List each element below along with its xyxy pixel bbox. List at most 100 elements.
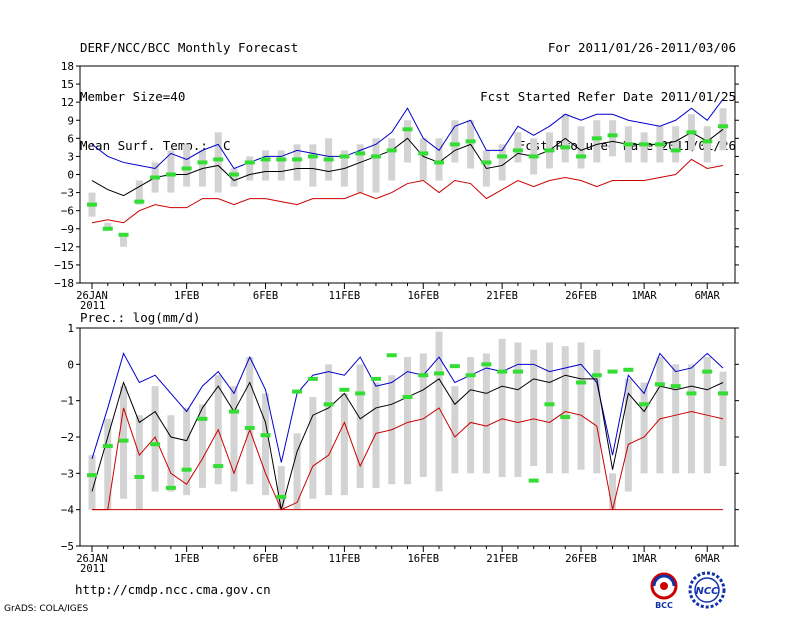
prec-spread-box <box>672 364 680 474</box>
prec-obs-mark <box>197 416 208 421</box>
temp-y-tick-label: 18 <box>61 60 74 73</box>
temp-obs-mark <box>276 157 287 162</box>
temp-obs-mark <box>465 139 476 144</box>
temp-spread-box <box>372 138 380 193</box>
temp-min-series <box>91 158 724 224</box>
temp-spread-box <box>640 132 648 163</box>
temp-x-tick-label: 21FEB <box>486 290 518 302</box>
prec-obs-mark <box>528 478 539 483</box>
prec-obs-mark <box>307 376 318 381</box>
temp-y-tick-label: 15 <box>61 78 74 91</box>
temp-spread-box <box>404 120 411 163</box>
prec-y-tick-label: −4 <box>61 504 75 517</box>
prec-y-tick-label: −2 <box>61 431 74 444</box>
prec-spread-box <box>609 473 617 510</box>
temp-obs-mark <box>702 139 713 144</box>
temp-spread-box <box>246 156 254 181</box>
prec-obs-mark <box>181 467 192 472</box>
temp-spread-box <box>214 132 222 193</box>
prec-chart-title: Prec.: log(mm/d) <box>80 310 200 325</box>
ncc-logo-text: NCC <box>695 586 719 597</box>
prec-spread-box <box>530 349 538 467</box>
prec-spread-box <box>340 393 348 496</box>
temp-obs-mark <box>323 157 334 162</box>
temp-obs-mark <box>576 154 587 159</box>
prec-spread-box <box>88 455 96 510</box>
prec-obs-mark <box>497 369 508 374</box>
temp-spread-box <box>451 120 459 163</box>
temp-obs-mark <box>244 160 255 165</box>
prec-obs-mark <box>576 380 587 385</box>
prec-obs-mark <box>260 433 271 438</box>
temp-spread-box <box>262 150 270 181</box>
prec-x-tick-label: 26FEB <box>565 553 597 565</box>
prec-obs-mark <box>434 371 445 376</box>
prec-obs-mark <box>702 369 713 374</box>
temp-obs-mark <box>639 142 650 147</box>
prec-obs-mark <box>670 384 681 389</box>
prec-obs-mark <box>370 376 381 381</box>
temp-obs-mark <box>228 172 239 177</box>
prec-min-series <box>92 407 724 511</box>
prec-y-tick-label: −5 <box>61 540 74 553</box>
prec-max-series <box>91 352 724 463</box>
prec-x-tick-label: 11FEB <box>329 553 361 565</box>
temp-spread-box <box>703 126 711 163</box>
prec-obs-mark <box>607 369 618 374</box>
prec-spread-box <box>624 378 632 492</box>
temp-x-year-label: 2011 <box>80 300 105 312</box>
prec-spread-box <box>356 364 364 488</box>
temp-obs-mark <box>654 142 665 147</box>
temp-y-tick-label: −3 <box>61 187 74 200</box>
prec-spread-box <box>246 357 254 485</box>
temp-y-tick-label: 9 <box>67 114 74 127</box>
temp-spread-box <box>435 138 443 181</box>
prec-spread-box <box>482 353 490 474</box>
prec-obs-mark <box>591 373 602 378</box>
prec-obs-mark <box>639 402 650 407</box>
prec-obs-mark <box>228 409 239 414</box>
prec-spread-box <box>593 349 601 474</box>
prec-x-year-label: 2011 <box>80 563 105 575</box>
temp-obs-mark <box>623 142 634 147</box>
temp-spread-box <box>293 144 301 181</box>
temp-spread-box <box>719 108 727 151</box>
temp-spread-box <box>104 222 112 229</box>
prec-spread-box <box>419 353 427 477</box>
temp-spread-box <box>388 138 396 181</box>
prec-obs-mark <box>686 391 697 396</box>
temp-obs-mark <box>607 133 618 138</box>
prec-x-tick-label: 6FEB <box>253 553 278 565</box>
chart-title: DERF/NCC/BCC Monthly Forecast <box>80 40 299 55</box>
prec-spread-box <box>687 364 695 474</box>
prec-spread-box <box>435 331 443 492</box>
prec-obs-mark <box>449 364 460 369</box>
temp-obs-mark <box>686 130 697 135</box>
temp-y-tick-label: −12 <box>54 241 74 254</box>
temp-x-tick-label: 26JAN <box>76 290 108 302</box>
prec-spread-box <box>262 393 270 496</box>
prec-spread-box <box>277 466 285 510</box>
prec-spread-box <box>514 342 522 477</box>
temp-x-tick-label: 6MAR <box>695 290 721 302</box>
prec-spread-box <box>561 346 569 474</box>
temp-obs-mark <box>165 172 176 177</box>
prec-spread-box <box>293 433 301 510</box>
temp-x-tick-label: 1FEB <box>174 290 199 302</box>
prec-spread-box <box>656 357 664 474</box>
bcc-logo-text: BCC <box>655 601 673 610</box>
temp-y-tick-label: −6 <box>61 205 74 218</box>
prec-obs-mark <box>165 485 176 490</box>
temp-obs-mark <box>260 157 271 162</box>
temp-obs-mark <box>118 232 129 237</box>
temp-x-tick-label: 16FEB <box>407 290 439 302</box>
temp-spread-box <box>498 144 506 181</box>
temp-obs-mark <box>134 199 145 204</box>
temp-obs-mark <box>213 157 224 162</box>
temp-y-tick-label: −18 <box>54 277 74 290</box>
grads-credit: GrADS: COLA/IGES <box>4 604 89 614</box>
prec-x-tick-label: 1MAR <box>631 553 657 565</box>
temp-obs-mark <box>339 154 350 159</box>
source-url[interactable]: http://cmdp.ncc.cma.gov.cn <box>75 582 271 597</box>
